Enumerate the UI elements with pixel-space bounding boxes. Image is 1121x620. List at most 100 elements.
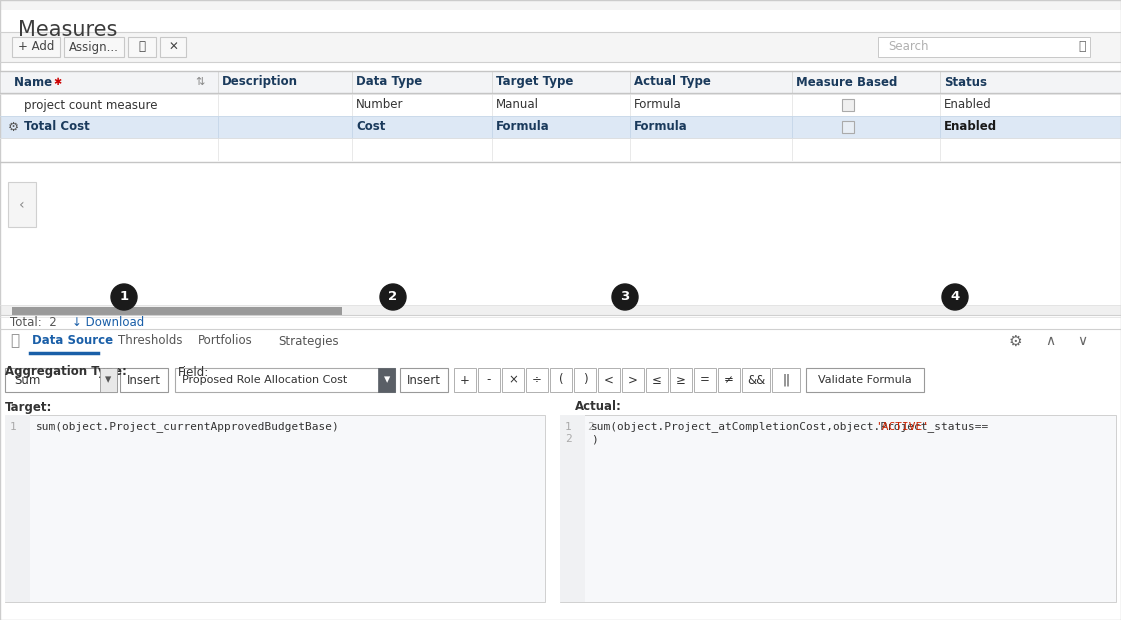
Text: 1: 1 — [120, 291, 129, 304]
Bar — [0, 94, 1121, 116]
Bar — [0, 138, 1121, 160]
Bar — [64, 37, 124, 57]
Text: ⚙: ⚙ — [1008, 334, 1022, 348]
Text: Validate Formula: Validate Formula — [818, 375, 911, 385]
Bar — [0, 366, 1121, 394]
Bar — [597, 368, 620, 392]
Bar — [550, 368, 572, 392]
Bar — [4, 415, 545, 602]
Text: 3: 3 — [620, 291, 630, 304]
Text: Name: Name — [13, 76, 56, 89]
Text: +: + — [460, 373, 470, 386]
Bar — [842, 121, 854, 133]
Text: Insert: Insert — [407, 373, 441, 386]
Bar — [670, 368, 692, 392]
Text: 2: 2 — [587, 422, 594, 432]
Text: Sum: Sum — [13, 373, 40, 386]
Text: Aggregation Type:: Aggregation Type: — [4, 366, 127, 378]
Bar — [12, 37, 61, 57]
Text: Actual Type: Actual Type — [634, 76, 711, 89]
Text: ): ) — [583, 373, 587, 386]
Text: ≤: ≤ — [652, 373, 661, 386]
Text: ⚙: ⚙ — [8, 120, 19, 133]
Text: ‹: ‹ — [19, 198, 25, 212]
Bar — [0, 305, 1121, 317]
Text: ∨: ∨ — [1077, 334, 1087, 348]
Bar — [806, 368, 924, 392]
Text: Target Type: Target Type — [495, 76, 573, 89]
Text: sum(object.Project_atCompletionCost,object.Project_status==: sum(object.Project_atCompletionCost,obje… — [591, 422, 989, 433]
Text: Insert: Insert — [127, 373, 161, 386]
Text: Formula: Formula — [495, 120, 549, 133]
Text: Search: Search — [888, 40, 928, 53]
Text: project count measure: project count measure — [24, 99, 157, 112]
Text: Formula: Formula — [634, 99, 682, 112]
Text: ▾: ▾ — [105, 373, 111, 386]
Text: (: ( — [558, 373, 564, 386]
Bar — [4, 368, 117, 392]
Bar — [878, 37, 1090, 57]
Text: ∧: ∧ — [1045, 334, 1055, 348]
Text: ⎙: ⎙ — [139, 40, 146, 53]
Bar — [742, 368, 770, 392]
Bar — [160, 37, 186, 57]
Text: Total Cost: Total Cost — [24, 120, 90, 133]
Bar — [8, 182, 36, 227]
Text: sum(object.Project_currentApprovedBudgetBase): sum(object.Project_currentApprovedBudget… — [36, 422, 340, 433]
Text: ⇅: ⇅ — [195, 77, 204, 87]
Bar — [378, 368, 395, 392]
Text: <: < — [604, 373, 614, 386]
Bar — [128, 37, 156, 57]
Text: Data Source: Data Source — [33, 335, 113, 347]
Bar — [694, 368, 716, 392]
Text: Enabled: Enabled — [944, 99, 992, 112]
Bar — [0, 32, 1121, 62]
Bar — [574, 368, 596, 392]
Text: Manual: Manual — [495, 99, 539, 112]
Text: ✱: ✱ — [53, 77, 62, 87]
Bar — [0, 162, 1121, 262]
Bar — [842, 99, 854, 111]
Text: Measures: Measures — [18, 20, 118, 40]
Text: ↓ Download: ↓ Download — [72, 316, 145, 329]
Text: ||: || — [782, 373, 790, 386]
Bar — [12, 307, 342, 315]
Bar — [454, 368, 476, 392]
Text: Cost: Cost — [356, 120, 386, 133]
Text: ): ) — [591, 434, 597, 444]
Circle shape — [612, 284, 638, 310]
Text: Target:: Target: — [4, 401, 53, 414]
Circle shape — [942, 284, 969, 310]
Text: ≠: ≠ — [724, 373, 734, 386]
Text: Total:  2: Total: 2 — [10, 316, 57, 329]
Text: >: > — [628, 373, 638, 386]
Text: ▾: ▾ — [383, 373, 390, 386]
Text: Strategies: Strategies — [278, 335, 339, 347]
Bar — [646, 368, 668, 392]
Circle shape — [380, 284, 406, 310]
Text: Description: Description — [222, 76, 298, 89]
Bar — [478, 368, 500, 392]
Text: 1: 1 — [565, 422, 572, 432]
Text: Formula: Formula — [634, 120, 688, 133]
Bar — [0, 315, 1121, 329]
Bar — [502, 368, 524, 392]
Bar — [560, 415, 585, 602]
Text: Actual:: Actual: — [575, 401, 622, 414]
Text: -: - — [487, 373, 491, 386]
Text: ×: × — [508, 373, 518, 386]
Bar — [526, 368, 548, 392]
Text: Proposed Role Allocation Cost: Proposed Role Allocation Cost — [182, 375, 348, 385]
Bar — [560, 415, 1117, 602]
Bar — [120, 368, 168, 392]
Text: Number: Number — [356, 99, 404, 112]
Bar — [772, 368, 800, 392]
Text: + Add: + Add — [18, 40, 54, 53]
Text: ≥: ≥ — [676, 373, 686, 386]
Text: Measure Based: Measure Based — [796, 76, 898, 89]
Text: ✕: ✕ — [168, 40, 178, 53]
Text: 4: 4 — [951, 291, 960, 304]
Text: Enabled: Enabled — [944, 120, 997, 133]
Circle shape — [111, 284, 137, 310]
Text: Status: Status — [944, 76, 986, 89]
